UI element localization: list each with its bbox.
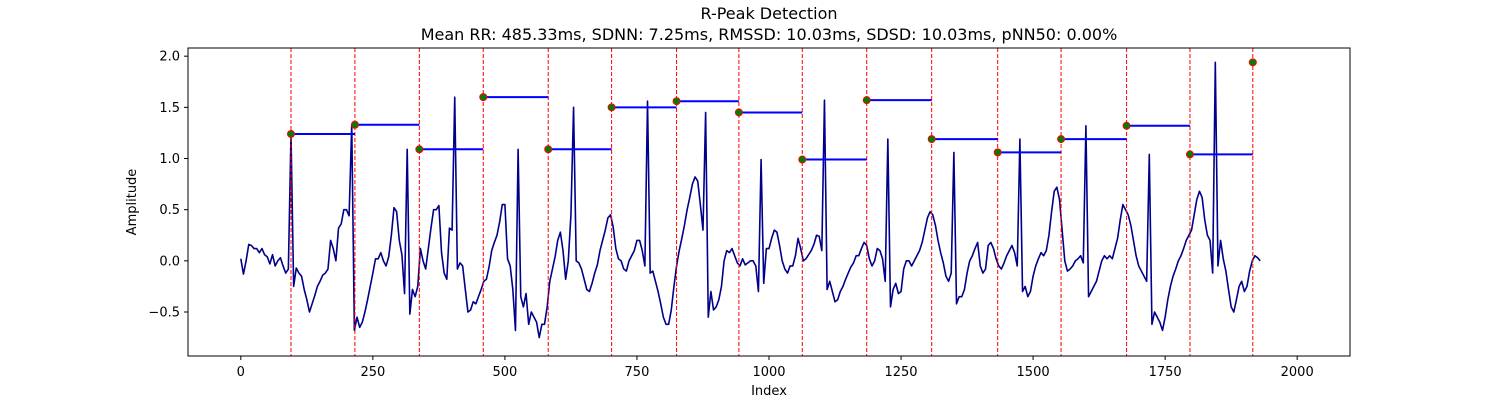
r-peak-marker: [1248, 58, 1257, 67]
r-peak-marker: [993, 148, 1002, 157]
r-peak-marker: [734, 108, 743, 117]
r-peak-marker: [607, 103, 616, 112]
y-tick-label: 0.5: [159, 203, 180, 218]
y-axis-label: Amplitude: [125, 169, 140, 236]
y-axis-ticks: −0.5 0.0 0.5 1.0 1.5 2.0: [148, 50, 188, 321]
y-tick-label: 0.0: [159, 254, 180, 269]
r-peak-marker: [927, 135, 936, 144]
x-tick-label: 0: [237, 365, 245, 380]
r-peak-marker: [862, 96, 871, 105]
ecg-signal-line: [240, 61, 1261, 339]
x-tick-label: 1750: [1149, 365, 1182, 380]
x-tick-label: 1500: [1017, 365, 1050, 380]
x-axis-label: Index: [751, 384, 787, 399]
plot-frame: [187, 47, 1351, 357]
y-tick-label: 1.0: [159, 152, 180, 167]
x-tick-label: 500: [492, 365, 517, 380]
chart-subtitle: Mean RR: 485.33ms, SDNN: 7.25ms, RMSSD: …: [421, 25, 1118, 44]
r-peak-marker: [544, 145, 553, 154]
r-peak-marker: [350, 120, 359, 129]
r-peak-marker: [1122, 121, 1131, 130]
x-tick-label: 250: [360, 365, 385, 380]
x-tick-label: 1250: [884, 365, 917, 380]
r-peak-marker: [1057, 135, 1066, 144]
y-tick-label: −0.5: [148, 306, 180, 321]
x-tick-label: 2000: [1281, 365, 1314, 380]
plot-area: [240, 48, 1261, 356]
r-peak-marker: [415, 145, 424, 154]
r-peak-marker: [1185, 150, 1194, 159]
y-tick-label: 1.5: [159, 101, 180, 116]
r-peak-marker: [672, 97, 681, 106]
r-peak-marker: [798, 155, 807, 164]
x-tick-label: 750: [625, 365, 650, 380]
r-peak-marker: [286, 129, 295, 138]
y-tick-label: 2.0: [159, 50, 180, 65]
r-peak-marker: [479, 93, 488, 102]
x-tick-label: 1000: [752, 365, 785, 380]
chart-title: R-Peak Detection: [700, 4, 837, 23]
x-axis-ticks: 0 250 500 750 1000 1250 1500 1750 2000: [237, 356, 1314, 380]
